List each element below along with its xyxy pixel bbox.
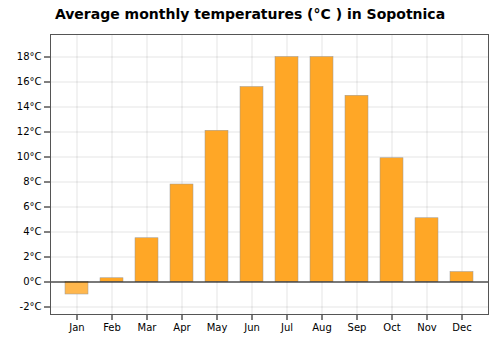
svg-text:Dec: Dec [452,322,471,333]
svg-text:0°C: 0°C [23,276,41,287]
svg-text:Feb: Feb [103,322,121,333]
svg-text:6°C: 6°C [23,201,41,212]
svg-text:12°C: 12°C [17,126,42,137]
svg-text:Apr: Apr [173,322,191,333]
svg-text:4°C: 4°C [23,226,41,237]
svg-text:Mar: Mar [138,322,158,333]
svg-text:May: May [207,322,228,333]
html-text:Average monthly temperatures (: Average monthly temperatures (°C ) in So… [54,6,446,22]
svg-text:10°C: 10°C [17,151,42,162]
svg-text:Oct: Oct [383,322,400,333]
svg-text:Aug: Aug [312,322,332,333]
svg-text:16°C: 16°C [17,76,42,87]
svg-text:Jun: Jun [243,322,260,333]
svg-text:8°C: 8°C [23,176,41,187]
svg-text:2°C: 2°C [23,251,41,262]
svg-text:Sep: Sep [348,322,367,333]
svg-text:-2°C: -2°C [20,301,42,312]
svg-text:Jul: Jul [280,322,293,333]
svg-text:14°C: 14°C [17,101,42,112]
svg-text:18°C: 18°C [17,51,42,62]
svg-text:Nov: Nov [417,322,437,333]
svg-text:Jan: Jan [68,322,84,333]
